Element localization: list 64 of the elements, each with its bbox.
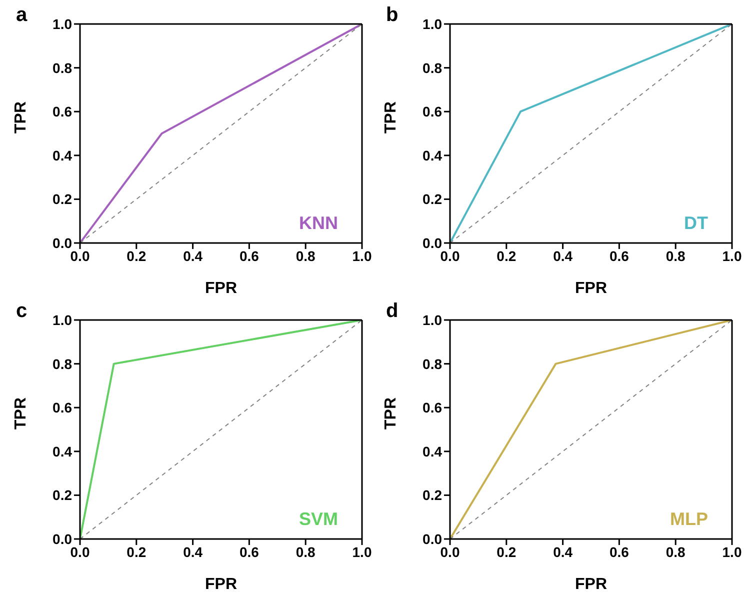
y-axis-title: TPR	[12, 101, 30, 134]
x-tick-label: 0.4	[183, 248, 203, 264]
x-axis-title: FPR	[575, 576, 608, 593]
x-tick-label: 1.0	[722, 544, 742, 560]
chart-title: d	[386, 300, 398, 323]
y-tick-label: 0.0	[422, 530, 442, 547]
y-tick-label: 0.4	[422, 147, 442, 164]
chart-title: b	[386, 4, 398, 27]
x-tick-label: 0.8	[296, 248, 316, 264]
y-tick-label: 0.2	[422, 487, 442, 504]
x-axis-title: FPR	[205, 576, 238, 593]
y-tick-label: 0.0	[52, 234, 72, 251]
x-tick-label: 0.0	[440, 248, 460, 264]
y-tick-label: 1.0	[422, 312, 442, 328]
x-tick-label: 0.4	[183, 544, 203, 560]
x-tick-label: 0.2	[126, 248, 146, 264]
y-tick-label: 1.0	[422, 16, 442, 32]
text: SVM	[298, 509, 338, 530]
y-tick-label: 0.2	[422, 191, 442, 208]
y-tick-label: 0.6	[422, 104, 442, 120]
y-tick-label: 0.2	[52, 191, 72, 208]
chart-title: c	[16, 300, 28, 323]
x-tick-label: 0.0	[440, 544, 460, 560]
x-tick-label: 0.4	[553, 544, 573, 560]
x-tick-label: 0.2	[126, 544, 146, 560]
y-tick-label: 0.2	[52, 487, 72, 504]
x-tick-label: 0.2	[496, 544, 516, 560]
chart-title: a	[16, 4, 28, 27]
x-tick-label: 0.0	[70, 248, 90, 264]
y-tick-label: 0.8	[422, 60, 442, 76]
y-tick-label: 0.0	[422, 234, 442, 251]
y-tick-label: 0.6	[52, 104, 72, 120]
y-tick-label: 0.8	[422, 356, 442, 372]
x-tick-label: 0.0	[70, 544, 90, 560]
y-tick-label: 0.4	[52, 443, 72, 460]
y-tick-label: 0.0	[52, 530, 72, 547]
x-tick-label: 0.2	[496, 248, 516, 264]
x-tick-label: 1.0	[352, 544, 372, 560]
x-axis-title: FPR	[205, 280, 238, 297]
x-tick-label: 0.8	[296, 544, 316, 560]
y-axis-title: TPR	[382, 101, 400, 134]
y-axis-title: TPR	[12, 397, 30, 430]
text: DT	[684, 213, 708, 234]
y-tick-label: 0.4	[422, 443, 442, 460]
x-tick-label: 0.6	[239, 544, 260, 560]
x-tick-label: 0.6	[609, 248, 630, 264]
x-axis-title: FPR	[575, 280, 608, 297]
y-tick-label: 1.0	[52, 312, 72, 328]
text: MLP	[670, 509, 708, 530]
x-tick-label: 1.0	[352, 248, 372, 264]
y-tick-label: 0.8	[52, 60, 72, 76]
y-tick-label: 0.6	[52, 400, 72, 416]
y-axis-title: TPR	[382, 397, 400, 430]
y-tick-label: 0.8	[52, 356, 72, 372]
x-tick-label: 0.4	[553, 248, 573, 264]
y-tick-label: 0.4	[52, 147, 72, 164]
y-tick-label: 1.0	[52, 16, 72, 32]
y-tick-label: 0.6	[422, 400, 442, 416]
x-tick-label: 0.8	[666, 544, 686, 560]
x-tick-label: 1.0	[722, 248, 742, 264]
x-tick-label: 0.6	[239, 248, 260, 264]
x-tick-label: 0.6	[609, 544, 630, 560]
x-tick-label: 0.8	[666, 248, 686, 264]
text: KNN	[299, 213, 338, 234]
